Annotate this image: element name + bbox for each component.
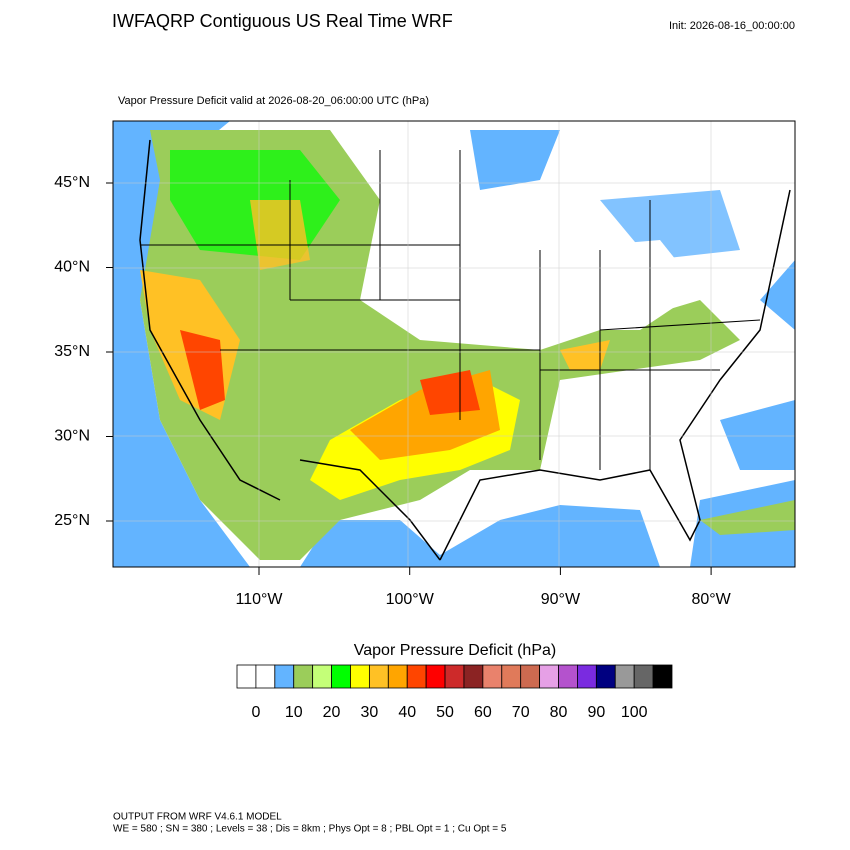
footer-line: OUTPUT FROM WRF V4.6.1 MODEL xyxy=(113,812,282,823)
title: IWFAQRP Contiguous US Real Time WRF xyxy=(112,11,453,31)
colorbar-box xyxy=(387,664,408,689)
lat-label: 25°N xyxy=(54,512,90,529)
footer-line: WE = 580 ; SN = 380 ; Levels = 38 ; Dis … xyxy=(113,824,507,835)
colorbar-label: 0 xyxy=(251,704,260,721)
lat-label: 35°N xyxy=(54,343,90,360)
colorbar-label: 80 xyxy=(550,704,568,721)
map-frame xyxy=(112,120,796,568)
colorbar-box xyxy=(312,664,332,689)
init-time: Init: 2026-08-16_00:00:00 xyxy=(669,20,795,32)
colorbar-box xyxy=(350,664,370,689)
colorbar-box xyxy=(482,664,503,689)
lat-label: 45°N xyxy=(54,174,90,191)
lon-axis: 110°W 100°W 90°W 80°W xyxy=(235,567,732,608)
colorbar-box xyxy=(614,664,635,689)
colorbar-box xyxy=(577,664,597,689)
map-subtitle: Vapor Pressure Deficit valid at 2026-08-… xyxy=(118,95,429,107)
colorbar-box xyxy=(463,664,484,689)
colorbar-box xyxy=(406,664,427,689)
colorbar-box xyxy=(558,664,578,689)
colorbar-box xyxy=(539,664,559,689)
colorbar-label: 30 xyxy=(360,704,378,721)
colorbar-box xyxy=(652,664,673,689)
colorbar-label: 20 xyxy=(323,704,341,721)
colorbar-label: 40 xyxy=(398,704,416,721)
colorbar-box xyxy=(633,664,654,689)
colorbar-title: Vapor Pressure Deficit (hPa) xyxy=(354,642,556,659)
colorbar: 0 10 20 30 40 50 60 70 80 90 100 xyxy=(236,664,673,721)
colorbar-box xyxy=(274,664,295,689)
colorbar-label: 10 xyxy=(285,704,303,721)
colorbar-box xyxy=(331,664,351,689)
colorbar-label: 70 xyxy=(512,704,530,721)
lon-label: 110°W xyxy=(235,591,283,608)
lat-label: 30°N xyxy=(54,428,90,445)
colorbar-box xyxy=(595,664,616,689)
colorbar-box xyxy=(444,664,465,689)
colorbar-box xyxy=(501,664,522,689)
lat-axis: 45°N 40°N 35°N 30°N 25°N xyxy=(54,174,113,529)
colorbar-label: 90 xyxy=(587,704,605,721)
lon-label: 80°W xyxy=(691,591,731,608)
colorbar-box xyxy=(293,664,314,689)
colorbar-label: 100 xyxy=(621,704,648,721)
colorbar-box xyxy=(236,664,257,689)
colorbar-box xyxy=(255,664,276,689)
lat-label: 40°N xyxy=(54,259,90,276)
lon-label: 100°W xyxy=(386,591,435,608)
colorbar-box xyxy=(520,664,541,689)
colorbar-label: 60 xyxy=(474,704,492,721)
map-field xyxy=(113,121,795,567)
lon-label: 90°W xyxy=(541,591,581,608)
colorbar-box xyxy=(368,664,389,689)
colorbar-label: 50 xyxy=(436,704,454,721)
colorbar-box xyxy=(425,664,446,689)
